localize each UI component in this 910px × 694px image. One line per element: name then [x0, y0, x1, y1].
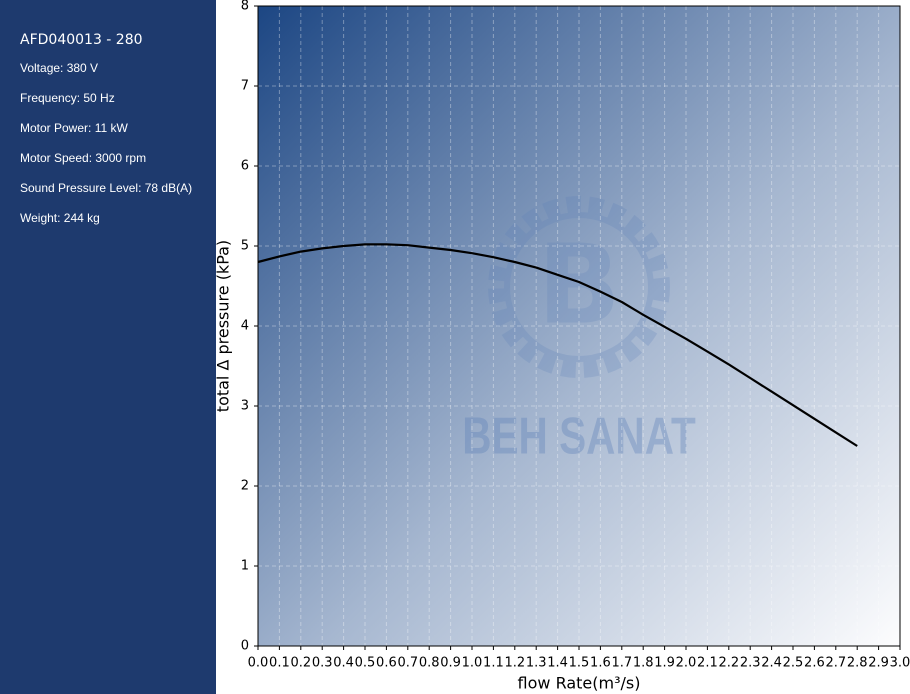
x-tick-label: 0.3 [312, 656, 333, 671]
x-axis-label: flow Rate(m³/s) [518, 674, 641, 693]
x-tick-label: 0.8 [419, 656, 440, 671]
model-title: AFD040013 - 280 [20, 32, 143, 48]
y-tick-label: 4 [241, 319, 249, 334]
svg-text:B: B [537, 220, 621, 348]
x-tick-label: 2.3 [740, 656, 761, 671]
spec-line: Motor Power: 11 kW [20, 121, 128, 135]
x-tick-label: 2.6 [804, 656, 825, 671]
x-tick-label: 1.4 [547, 656, 568, 671]
x-tick-label: 1.3 [526, 656, 547, 671]
x-tick-label: 0.4 [333, 656, 354, 671]
x-tick-label: 0.9 [440, 656, 461, 671]
x-tick-label: 2.8 [847, 656, 868, 671]
x-tick-label: 0.0 [248, 656, 269, 671]
spec-line: Frequency: 50 Hz [20, 91, 115, 105]
x-tick-label: 2.5 [783, 656, 804, 671]
x-tick-label: 1.5 [569, 656, 590, 671]
x-tick-label: 2.4 [761, 656, 782, 671]
x-tick-label: 0.7 [397, 656, 418, 671]
watermark-text: BEH SANAT [462, 407, 696, 465]
spec-line: Voltage: 380 V [20, 61, 99, 75]
x-tick-label: 1.0 [462, 656, 483, 671]
y-tick-label: 5 [241, 239, 249, 254]
x-tick-label: 3.0 [890, 656, 910, 671]
spec-line: Sound Pressure Level: 78 dB(A) [20, 181, 193, 195]
y-tick-label: 6 [241, 159, 249, 174]
curve [257, 243, 858, 447]
x-tick-label: 1.6 [590, 656, 611, 671]
watermark-logo: B [488, 196, 670, 378]
x-tick-label: 2.7 [825, 656, 846, 671]
x-tick-label: 0.6 [376, 656, 397, 671]
x-tick-label: 0.1 [269, 656, 290, 671]
y-tick-label: 7 [241, 79, 249, 94]
side-panel: AFD040013 - 280 Voltage: 380 V Frequency:… [0, 0, 216, 694]
x-tick-label: 0.2 [290, 656, 311, 671]
x-tick-label: 0.5 [355, 656, 376, 671]
y-tick-label: 8 [241, 0, 249, 14]
y-tick-label: 3 [241, 399, 249, 414]
x-tick-label: 1.7 [611, 656, 632, 671]
y-axis-label: total Δ pressure (kPa) [214, 240, 233, 412]
x-tick-label: 2.9 [868, 656, 889, 671]
x-tick-label: 2.2 [718, 656, 739, 671]
x-tick-label: 1.8 [633, 656, 654, 671]
y-tick-label: 0 [241, 639, 249, 654]
spec-line: Motor Speed: 3000 rpm [20, 151, 147, 165]
y-tick-label: 1 [241, 559, 249, 574]
x-tick-label: 1.2 [504, 656, 525, 671]
x-tick-label: 2.0 [676, 656, 697, 671]
spec-line: Weight: 244 kg [20, 211, 100, 225]
x-tick-label: 1.9 [654, 656, 675, 671]
x-tick-label: 1.1 [483, 656, 504, 671]
plot-background [258, 6, 900, 646]
y-tick-label: 2 [241, 479, 249, 494]
x-tick-label: 2.1 [697, 656, 718, 671]
